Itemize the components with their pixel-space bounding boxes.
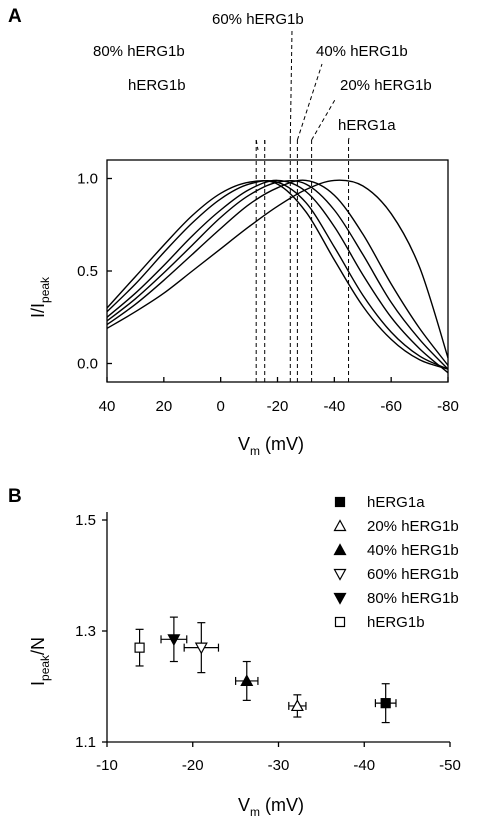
x-tick-label-2: -30	[268, 757, 290, 774]
point-1	[290, 699, 304, 712]
panel-b-x-ticks: -10 -20 -30 -40 -50	[96, 742, 461, 774]
legend-marker-2	[333, 543, 347, 556]
panel-b-y-ticks: 1.1 1.3 1.5	[75, 512, 107, 751]
peak-label-2: 60% hERG1b	[212, 11, 304, 28]
x-tick-label-0: 40	[99, 398, 116, 415]
x-tick-label-1: 20	[155, 398, 172, 415]
point-4	[167, 634, 181, 647]
panel-a-y-axis-label: I/Ipeak	[28, 276, 52, 318]
panel-a-peak-lines	[255, 29, 350, 382]
panel-a-x-axis-label-unit: (mV)	[260, 434, 304, 454]
curve-1	[106, 180, 449, 370]
peak-label-4: 20% hERG1b	[340, 77, 432, 94]
y-tick-label-0: 1.1	[75, 734, 96, 751]
y-tick-label-1: 1.3	[75, 623, 96, 640]
panel-b-y-axis-label: Ipeak/N	[28, 637, 52, 686]
panel-a-y-ticks: 0.0 0.5 1.0	[77, 171, 112, 373]
panel-a-annotations: hERG1b 80% hERG1b 60% hERG1b 40% hERG1b 20% …	[93, 11, 432, 134]
point-2	[240, 674, 254, 687]
x-tick-label-2: 0	[216, 398, 224, 415]
x-tick-label-3: -20	[267, 398, 289, 415]
legend-marker-0	[334, 496, 346, 508]
panel-b-x-axis-label-sub: m	[250, 805, 260, 819]
point-0	[380, 698, 391, 709]
legend-marker-1	[333, 519, 347, 532]
x-tick-label-4: -50	[439, 757, 461, 774]
panel-b: B -10 -20 -30 -40 -50 1.1 1.3 1.5 hERG1a 20% hE…	[8, 486, 461, 819]
panel-a-x-axis-label-sub: m	[250, 444, 260, 458]
y-tick-label-1: 0.5	[77, 263, 98, 280]
panel-a-x-axis-label: Vm (mV)	[238, 434, 304, 458]
panel-a: A hERG1b 80% hERG1b 60% hERG1b 40% hERG1b 20…	[8, 6, 459, 458]
legend-marker-3	[333, 568, 347, 581]
point-5	[134, 642, 145, 653]
panel-a-curves	[106, 179, 449, 374]
peak-leader-3	[296, 63, 323, 141]
legend-label-4: 80% hERG1b	[367, 590, 459, 607]
x-tick-label-4: -40	[323, 398, 345, 415]
panel-a-letter: A	[8, 6, 22, 27]
peak-label-1: 80% hERG1b	[93, 43, 185, 60]
panel-a-y-axis-label-sub: peak	[38, 276, 52, 303]
panel-b-y-axis-label-tail: /N	[28, 637, 48, 655]
y-tick-label-2: 1.5	[75, 512, 96, 529]
curve-4	[106, 179, 449, 366]
legend-label-1: 20% hERG1b	[367, 518, 459, 535]
panel-b-x-axis-label-main: V	[238, 795, 250, 815]
curve-3	[106, 180, 449, 370]
x-tick-label-5: -60	[380, 398, 402, 415]
panel-b-letter: B	[8, 486, 22, 507]
legend-label-0: hERG1a	[367, 494, 425, 511]
peak-label-0: hERG1b	[128, 77, 186, 94]
peak-leader-2	[289, 29, 293, 141]
legend-label-5: hERG1b	[367, 614, 425, 631]
peak-leader-4	[311, 97, 337, 141]
x-tick-label-6: -80	[437, 398, 459, 415]
panel-a-x-axis-label-main: V	[238, 434, 250, 454]
peak-label-3: 40% hERG1b	[316, 43, 408, 60]
panel-b-legend: hERG1a 20% hERG1b 40% hERG1b 60% hERG1b 80% …	[333, 494, 459, 631]
curve-5	[106, 179, 449, 359]
x-tick-label-3: -40	[353, 757, 375, 774]
panel-b-points	[134, 616, 397, 724]
curve-2	[106, 179, 449, 374]
point-3	[194, 642, 208, 655]
panel-b-x-axis-label: Vm (mV)	[238, 795, 304, 819]
panel-a-y-axis-label-main: I/I	[28, 303, 48, 318]
panel-a-x-ticks: 40 20 0 -20 -40 -60 -80	[99, 377, 459, 415]
legend-marker-5	[334, 616, 346, 628]
panel-b-y-axis-label-main: I	[28, 681, 48, 686]
panel-b-y-axis-label-sub: peak	[38, 654, 52, 681]
legend-label-3: 60% hERG1b	[367, 566, 459, 583]
curve-0	[106, 180, 449, 370]
legend-marker-4	[333, 592, 347, 605]
x-tick-label-0: -10	[96, 757, 118, 774]
legend-label-2: 40% hERG1b	[367, 542, 459, 559]
peak-label-5: hERG1a	[338, 117, 396, 134]
y-tick-label-2: 1.0	[77, 171, 98, 188]
panel-b-x-axis-label-unit: (mV)	[260, 795, 304, 815]
peak-leader-0	[255, 139, 259, 151]
x-tick-label-1: -20	[182, 757, 204, 774]
y-tick-label-0: 0.0	[77, 356, 98, 373]
